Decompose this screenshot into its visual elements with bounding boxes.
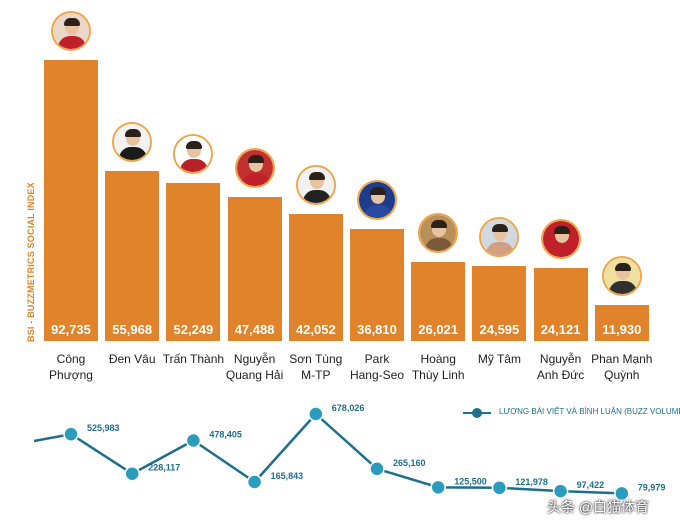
line-point-label: 125,500	[454, 476, 487, 486]
line-point	[552, 483, 569, 499]
category-label: Sơn Tùng M-TP	[289, 352, 343, 382]
line-point	[185, 432, 202, 449]
line-point	[63, 426, 79, 442]
line-point-label: 97,422	[577, 480, 605, 490]
category-label: Mỹ Tâm	[477, 352, 521, 366]
watermark: 头条 @白猫体育	[547, 499, 650, 515]
bar-value-label: 52,249	[173, 322, 214, 337]
category-label: Trấn Thành	[162, 352, 225, 366]
bar-value-label: 24,121	[540, 322, 581, 337]
bar-value-label: 92,735	[51, 322, 91, 337]
bar-value-label: 36,810	[357, 322, 397, 337]
line-point	[614, 485, 630, 502]
line-point-label: 265,160	[393, 458, 426, 468]
line-point-label: 165,843	[271, 471, 304, 481]
bar	[472, 266, 527, 341]
legend-dot-swatch	[472, 408, 482, 418]
line-point-label: 478,405	[209, 429, 242, 439]
line-point-label: 228,117	[148, 463, 180, 473]
line-point-label: 525,983	[87, 423, 120, 433]
bar-value-label: 26,021	[418, 322, 459, 337]
line-point	[308, 406, 324, 422]
category-label: Nguyễn Quang Hải	[225, 352, 284, 382]
category-label: Park Hang-Seo	[349, 352, 405, 382]
line-point	[124, 465, 140, 482]
bar	[227, 197, 282, 341]
bar	[350, 229, 404, 341]
bar-value-label: 24,595	[479, 322, 520, 337]
avatar-hoang-thuy-linh	[418, 213, 459, 254]
bar	[288, 213, 343, 341]
line-point	[369, 461, 385, 477]
line-point	[246, 474, 263, 490]
bar	[411, 262, 466, 341]
avatar-tran-thanh	[173, 133, 214, 174]
bar-value-label: 42,052	[295, 322, 336, 337]
bar	[533, 267, 588, 341]
line-point-label: 79,979	[638, 482, 666, 492]
legend-label: LƯỢNG BÀI VIẾT VÀ BÌNH LUẬN (BUZZ VOLUME…	[499, 407, 680, 416]
line-point	[430, 479, 446, 496]
bar	[594, 304, 649, 341]
line-point-label: 121,978	[515, 477, 548, 487]
bar	[44, 60, 98, 341]
avatar-park-hang-seo	[357, 180, 397, 221]
avatar-den-vau	[112, 122, 153, 163]
category-label: Công Phượng	[49, 352, 93, 382]
avatar-anh-duc	[540, 218, 581, 259]
bar-value-label: 47,488	[234, 322, 275, 337]
category-label: Hoàng Thùy Linh	[411, 352, 465, 382]
bar-value-label: 55,968	[112, 322, 153, 337]
avatar-quang-hai	[234, 148, 275, 189]
avatar-son-tung	[295, 164, 336, 205]
category-label: Đen Vâu	[108, 352, 156, 366]
bar-value-label: 11,930	[602, 322, 642, 337]
line-point-label: 678,026	[332, 403, 365, 413]
line-point	[491, 480, 508, 496]
buzz-volume-series-line	[70, 412, 622, 495]
avatar-my-tam	[479, 217, 520, 258]
avatar-phan-manh-quynh	[601, 255, 642, 296]
bar	[166, 182, 221, 341]
category-label: Nguyễn Anh Đức	[536, 352, 585, 382]
bar	[105, 171, 160, 341]
category-label: Phan Mạnh Quỳnh	[591, 352, 653, 382]
avatar-cong-phuong	[51, 11, 91, 51]
